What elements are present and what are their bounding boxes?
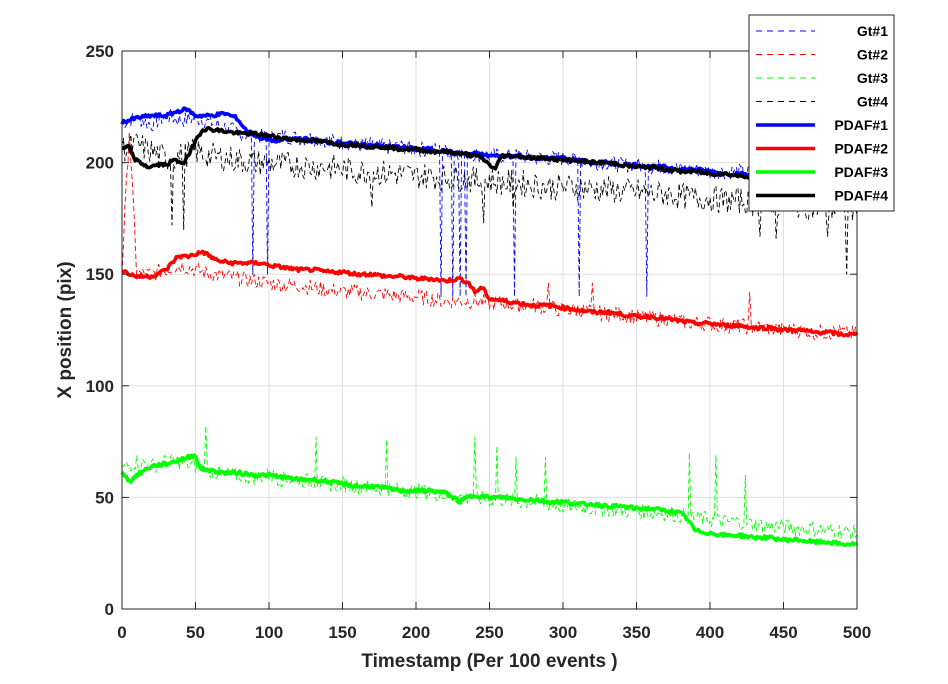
legend-label: PDAF#3 bbox=[834, 164, 888, 180]
x-tick-label: 350 bbox=[622, 623, 650, 642]
legend-box bbox=[748, 14, 895, 212]
series-lines bbox=[120, 106, 859, 548]
y-tick-label: 250 bbox=[86, 42, 114, 61]
x-tick-label: 300 bbox=[549, 623, 577, 642]
axis-ticks: 0 50 100 150 200 250 300 350 400 450 500 0 50 100 150 2… bbox=[86, 42, 872, 642]
legend-label: PDAF#1 bbox=[834, 117, 888, 133]
x-tick-label: 50 bbox=[186, 623, 205, 642]
series-line-pdaf-2 bbox=[121, 249, 859, 338]
legend: Gt#1 Gt#2 Gt#3 Gt#4 PDAF#1 PDAF#2 PDAF#3 PDAF#4 bbox=[748, 14, 895, 212]
y-tick-label: 0 bbox=[105, 600, 114, 619]
y-tick-label: 150 bbox=[86, 265, 114, 284]
x-tick-label: 450 bbox=[769, 623, 797, 642]
series-line-gt-1 bbox=[121, 109, 858, 297]
x-tick-label: 400 bbox=[696, 623, 724, 642]
y-tick-label: 100 bbox=[86, 377, 114, 396]
series-line-pdaf-3 bbox=[120, 453, 858, 548]
x-tick-label: 250 bbox=[475, 623, 503, 642]
legend-label: PDAF#2 bbox=[834, 141, 888, 157]
x-tick-label: 100 bbox=[255, 623, 283, 642]
legend-label: Gt#4 bbox=[857, 94, 888, 110]
x-tick-label: 200 bbox=[402, 623, 430, 642]
y-tick-label: 200 bbox=[86, 154, 114, 173]
y-axis-label: X position (pix) bbox=[55, 261, 76, 398]
legend-label: Gt#3 bbox=[857, 70, 888, 86]
series-line-gt-2 bbox=[121, 131, 858, 341]
series-line-pdaf-4 bbox=[121, 125, 755, 180]
y-tick-label: 50 bbox=[95, 488, 114, 507]
legend-label: Gt#1 bbox=[857, 23, 888, 39]
x-tick-label: 150 bbox=[328, 623, 356, 642]
x-tick-label: 500 bbox=[843, 623, 871, 642]
legend-label: Gt#2 bbox=[857, 47, 888, 63]
x-axis-label: Timestamp (Per 100 events ) bbox=[361, 651, 617, 672]
x-tick-label: 0 bbox=[117, 623, 126, 642]
legend-label: PDAF#4 bbox=[834, 188, 888, 204]
